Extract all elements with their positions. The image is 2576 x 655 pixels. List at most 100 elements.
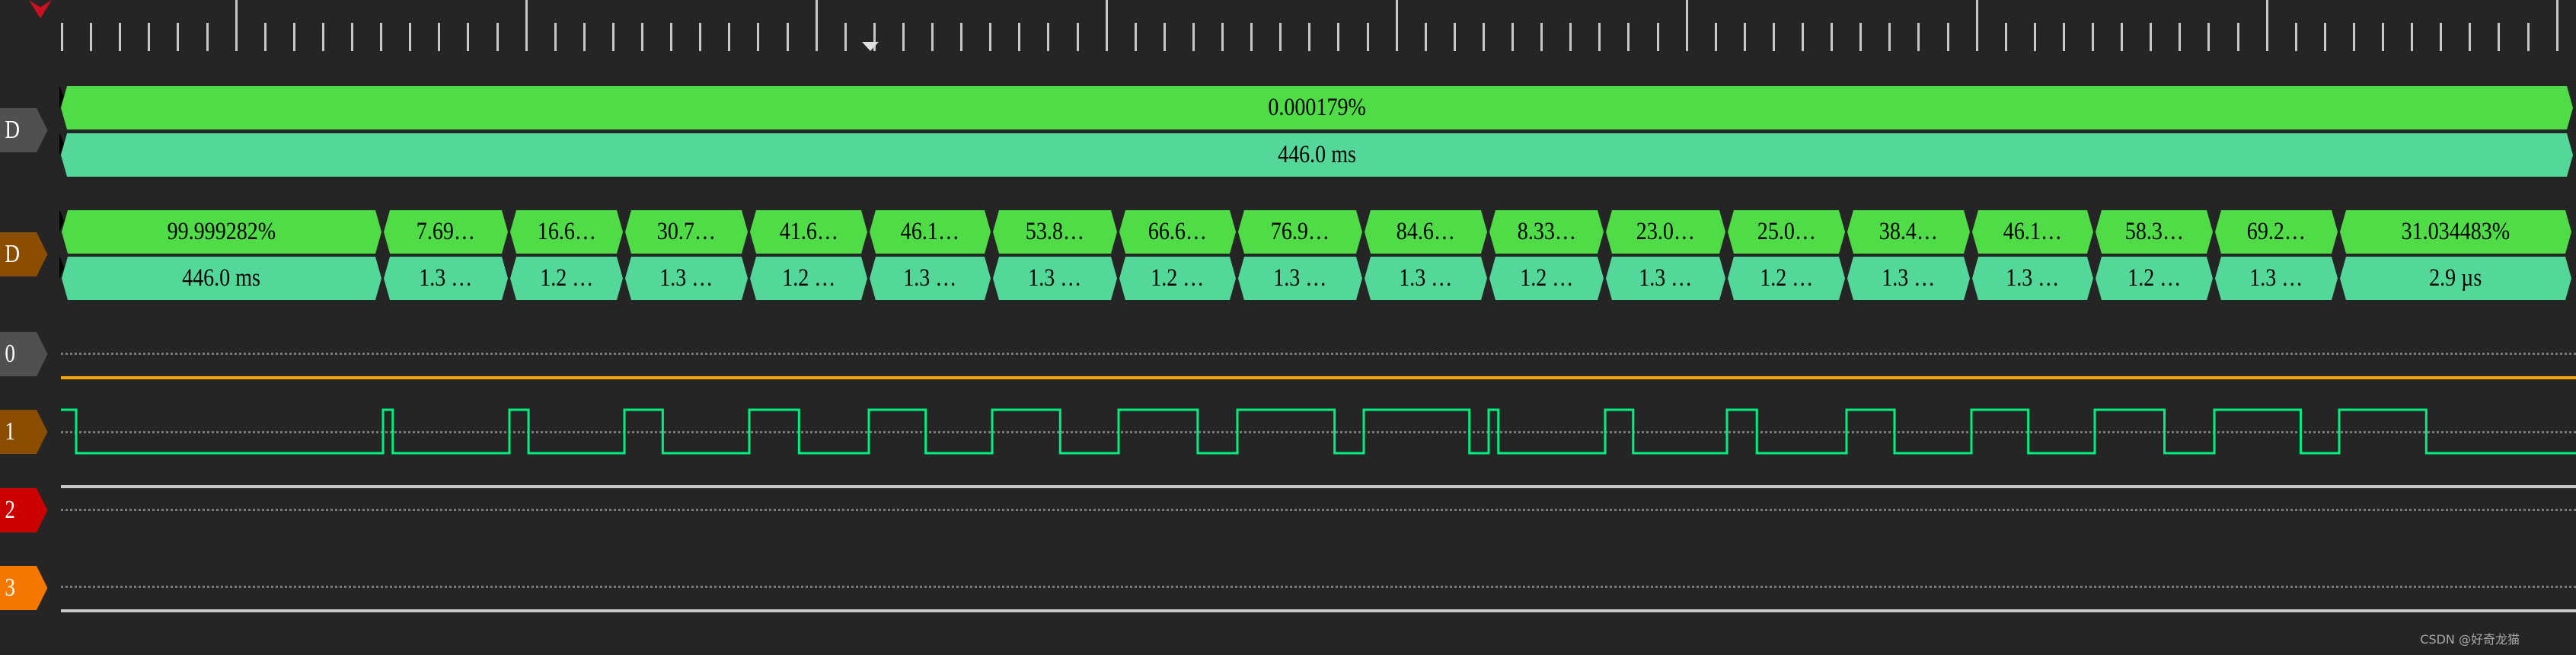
duty-bar[interactable]: 0.000179% — [61, 86, 2573, 129]
ruler-minor-tick — [931, 23, 934, 51]
duty-segment[interactable]: 8.33… — [1489, 210, 1604, 254]
ruler-minor-tick — [2469, 23, 2472, 51]
ruler-minor-tick — [2062, 23, 2065, 51]
duty-segment[interactable]: 31.034483% — [2340, 210, 2571, 254]
duty-segment[interactable]: 46.1… — [870, 210, 991, 254]
duty-segment[interactable]: 30.7… — [625, 210, 748, 254]
ruler-minor-tick — [699, 23, 702, 51]
ruler-minor-tick — [2498, 23, 2501, 51]
duty-segment[interactable]: 53.8… — [993, 210, 1117, 254]
decoder-1-label[interactable]: D — [0, 108, 48, 152]
channel-2-baseline — [61, 509, 2576, 511]
period-segment[interactable]: 1.3 … — [2215, 257, 2338, 300]
period-segment[interactable]: 1.3 … — [384, 257, 508, 300]
period-segment[interactable]: 1.2 … — [510, 257, 623, 300]
ruler-minor-tick — [844, 23, 847, 51]
period-segment[interactable]: 1.3 … — [625, 257, 748, 300]
ruler-minor-tick — [786, 23, 789, 51]
channel-1-trace — [61, 408, 2576, 455]
period-segment[interactable]: 2.9 µs — [2340, 257, 2571, 300]
ruler-minor-tick — [1831, 23, 1834, 51]
ruler-minor-tick — [1337, 23, 1340, 51]
duty-segment[interactable]: 41.6… — [750, 210, 867, 254]
duty-segment[interactable]: 69.2… — [2215, 210, 2338, 254]
period-segment-text: 1.3 … — [659, 264, 713, 292]
period-segment-text: 1.3 … — [1639, 264, 1693, 292]
channel-0-baseline — [61, 353, 2576, 355]
ruler-minor-tick — [206, 23, 209, 51]
ruler-minor-tick — [321, 23, 324, 51]
channel-2-label-text: 2 — [5, 496, 16, 524]
channel-0-label-text: 0 — [5, 340, 16, 368]
period-bar[interactable]: 446.0 ms — [61, 133, 2573, 177]
period-segment[interactable]: 1.3 … — [1847, 257, 1970, 300]
duty-segment-text: 16.6… — [537, 218, 596, 245]
ruler-minor-tick — [1018, 23, 1021, 51]
duty-segment-text: 23.0… — [1636, 218, 1696, 245]
ruler-major-tick — [1685, 0, 1688, 51]
ruler-major-tick — [1395, 0, 1398, 51]
ruler-minor-tick — [467, 23, 470, 51]
ruler-minor-tick — [1714, 23, 1717, 51]
duty-segment-text: 66.6… — [1148, 218, 1208, 245]
period-segment-text: 1.2 … — [1519, 264, 1574, 292]
duty-segment[interactable]: 38.4… — [1847, 210, 1970, 254]
duty-segment[interactable]: 25.0… — [1728, 210, 1845, 254]
duty-segment[interactable]: 99.999282% — [62, 210, 381, 254]
duty-segment-text: 8.33… — [1517, 218, 1576, 245]
period-segment[interactable]: 1.3 … — [1606, 257, 1725, 300]
duty-segment[interactable]: 76.9… — [1238, 210, 1362, 254]
start-marker-icon — [59, 133, 64, 155]
duty-segment-text: 31.034483% — [2401, 218, 2511, 245]
decoder-2-label[interactable]: D — [0, 232, 48, 276]
ruler-minor-tick — [2207, 23, 2211, 51]
ruler-minor-tick — [1163, 23, 1166, 51]
ruler-minor-tick — [757, 23, 760, 51]
time-ruler[interactable] — [0, 0, 2576, 53]
channel-2-label[interactable]: 2 — [0, 488, 48, 532]
period-segment[interactable]: 1.2 … — [2096, 257, 2213, 300]
duty-segment-text: 76.9… — [1270, 218, 1330, 245]
period-segment[interactable]: 1.3 … — [1238, 257, 1362, 300]
start-marker-icon — [59, 209, 64, 232]
ruler-minor-tick — [119, 23, 122, 51]
duty-segment[interactable]: 16.6… — [510, 210, 623, 254]
ruler-minor-tick — [1656, 23, 1659, 51]
period-segment[interactable]: 1.3 … — [1365, 257, 1487, 300]
ruler-minor-tick — [1946, 23, 1949, 51]
watermark: CSDN @好奇龙猫 — [2420, 632, 2520, 647]
duty-segment-text: 46.1… — [2003, 218, 2063, 245]
ruler-minor-tick — [873, 23, 876, 51]
channel-1-label[interactable]: 1 — [0, 410, 48, 454]
duty-segment[interactable]: 66.6… — [1119, 210, 1236, 254]
duty-segment[interactable]: 46.1… — [1972, 210, 2093, 254]
duty-segment[interactable]: 58.3… — [2096, 210, 2213, 254]
ruler-minor-tick — [2323, 23, 2326, 51]
channel-0-label[interactable]: 0 — [0, 332, 48, 376]
ruler-minor-tick — [554, 23, 557, 51]
ruler-minor-tick — [177, 23, 180, 51]
period-segment-text: 1.3 … — [2006, 264, 2060, 292]
period-segment[interactable]: 1.2 … — [1489, 257, 1604, 300]
ruler-minor-tick — [1598, 23, 1601, 51]
period-segment[interactable]: 1.2 … — [1119, 257, 1236, 300]
duty-segment-text: 7.69… — [416, 218, 476, 245]
ruler-minor-tick — [1540, 23, 1543, 51]
ruler-minor-tick — [1047, 23, 1050, 51]
ruler-major-tick — [2555, 0, 2558, 51]
period-segment[interactable]: 1.3 … — [1972, 257, 2093, 300]
period-segment[interactable]: 1.2 … — [750, 257, 867, 300]
channel-3-label[interactable]: 3 — [0, 566, 48, 610]
period-segment[interactable]: 1.3 … — [993, 257, 1117, 300]
period-segment[interactable]: 1.3 … — [870, 257, 991, 300]
period-segment[interactable]: 1.2 … — [1728, 257, 1845, 300]
duty-segment[interactable]: 23.0… — [1606, 210, 1725, 254]
period-segment[interactable]: 446.0 ms — [62, 257, 381, 300]
duty-segment[interactable]: 7.69… — [384, 210, 508, 254]
duty-segment-text: 25.0… — [1757, 218, 1816, 245]
ruler-minor-tick — [1859, 23, 1863, 51]
ruler-minor-tick — [438, 23, 441, 51]
ruler-minor-tick — [351, 23, 353, 51]
duty-segment[interactable]: 84.6… — [1365, 210, 1487, 254]
